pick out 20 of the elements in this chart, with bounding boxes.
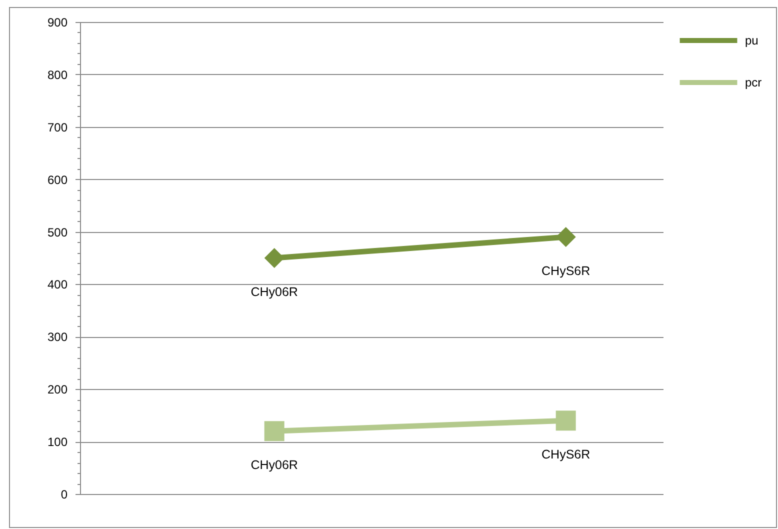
data-label: CHyS6R xyxy=(542,264,590,278)
y-tick-label: 600 xyxy=(47,172,68,187)
point xyxy=(556,410,576,431)
data-label: CHy06R xyxy=(250,458,298,472)
y-tick-label: 300 xyxy=(47,330,68,344)
y-tick-label: 800 xyxy=(47,68,68,82)
y-tick-label: 0 xyxy=(60,488,68,502)
legend-label: pu xyxy=(745,34,758,48)
data-label: CHy06R xyxy=(250,285,298,299)
y-tick-label: 400 xyxy=(47,278,68,292)
y-tick-label: 500 xyxy=(47,225,68,240)
y-tick-label: 700 xyxy=(47,120,68,134)
point xyxy=(264,421,284,442)
point xyxy=(556,227,576,248)
y-tick-label: 100 xyxy=(47,435,68,450)
point xyxy=(264,248,284,268)
data-label: CHyS6R xyxy=(542,448,590,462)
y-tick-label: 200 xyxy=(47,382,68,397)
legend-label: pcr xyxy=(745,76,762,90)
y-tick-label: 900 xyxy=(47,16,68,30)
